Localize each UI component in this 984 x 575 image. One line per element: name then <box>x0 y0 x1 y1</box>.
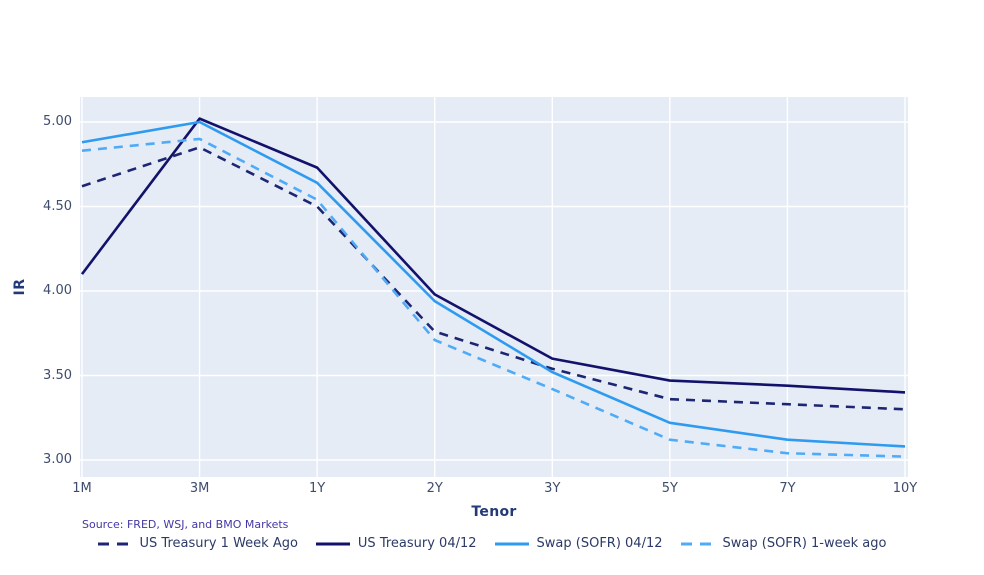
x-tick-label-10y: 10Y <box>892 481 918 496</box>
source-note: Source: FRED, WSJ, and BMO Markets <box>82 518 289 531</box>
legend-item-swap-sofr-04-12[interactable]: Swap (SOFR) 04/12 <box>494 536 663 551</box>
x-tick-label-7y: 7Y <box>779 481 796 496</box>
legend-line-sample <box>680 542 715 545</box>
series-line-us-treasury-1-week-ago <box>81 146 906 411</box>
legend-item-us-treasury-1-week-ago[interactable]: US Treasury 1 Week Ago <box>97 536 298 551</box>
x-tick-label-1m: 1M <box>72 481 92 496</box>
plot-canvas[interactable] <box>80 97 908 477</box>
legend: US Treasury 1 Week Ago US Treasury 04/12 S… <box>0 536 984 551</box>
legend-item-us-treasury-04-12[interactable]: US Treasury 04/12 <box>315 536 477 551</box>
x-axis-title: Tenor <box>471 504 517 520</box>
y-tick-label: 4.00 <box>43 283 72 298</box>
legend-label: US Treasury 1 Week Ago <box>139 536 298 551</box>
y-tick-label: 3.50 <box>43 367 72 383</box>
legend-label: US Treasury 04/12 <box>357 536 477 551</box>
plot-background <box>80 97 908 477</box>
y-tick-label: 3.00 <box>43 452 72 467</box>
x-tick-label-3y: 3Y <box>544 481 561 496</box>
y-tick-label: 4.50 <box>43 198 72 214</box>
legend-line-sample <box>315 542 350 545</box>
x-tick-label-3m: 3M <box>189 481 210 496</box>
y-axis-title: IR <box>12 278 28 296</box>
legend-label: Swap (SOFR) 1-week ago <box>722 536 887 551</box>
legend-line-sample <box>97 542 132 545</box>
x-tick-label-1y: 1Y <box>309 481 326 496</box>
series-line-us-treasury-04-12 <box>80 117 906 394</box>
legend-item-swap-sofr-1-week-ago[interactable]: Swap (SOFR) 1-week ago <box>680 536 887 551</box>
series-line-swap-sofr-1-week-ago <box>81 137 906 458</box>
legend-label: Swap (SOFR) 04/12 <box>536 536 663 551</box>
legend-line-sample <box>494 542 529 545</box>
y-tick-label: 5.00 <box>43 114 72 129</box>
x-tick-label-2y: 2Y <box>426 481 443 496</box>
series-line-swap-sofr-04-12 <box>81 120 906 448</box>
x-tick-label-5y: 5Y <box>661 481 678 496</box>
